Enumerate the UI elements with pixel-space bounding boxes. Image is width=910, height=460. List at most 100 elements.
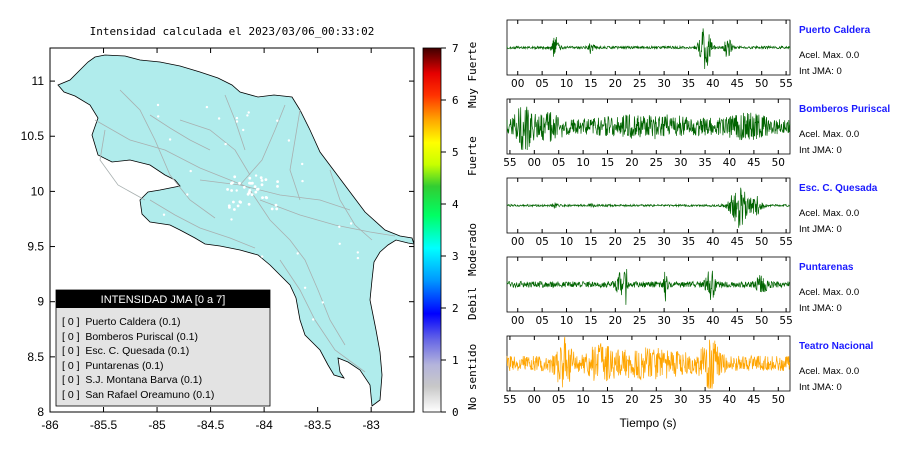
- station-jma: Int JMA: 0: [799, 303, 842, 314]
- town-marker: [246, 114, 249, 117]
- waveform-tick-label: 25: [633, 78, 646, 90]
- colorbar-tick-label: 5: [452, 146, 459, 159]
- town-marker: [140, 280, 144, 283]
- waveform-tick-label: 30: [657, 78, 670, 90]
- town-marker: [336, 162, 339, 165]
- colorbar-gradient: [422, 47, 442, 413]
- station-jma: Int JMA: 0: [799, 145, 842, 156]
- waveform-tick-label: 15: [584, 78, 597, 90]
- road: [199, 179, 351, 211]
- road: [259, 199, 396, 237]
- town-marker: [233, 208, 236, 211]
- waveform-tick-label: 05: [535, 78, 548, 90]
- waveform-tick-label: 30: [674, 394, 687, 406]
- town-marker: [301, 179, 304, 183]
- intensity-legend: INTENSIDAD JMA [0 a 7] [ 0 ] Puerto Cald…: [55, 289, 271, 407]
- road: [94, 119, 251, 189]
- map-y-tick-label: 9: [37, 295, 44, 309]
- waveform-trace: [506, 336, 791, 389]
- waveform-panel: 00 05 10 15 20 25 30 35 40 45 50 55 Puntarenas Acel. …: [506, 256, 859, 327]
- waveform-tick-label: 00: [528, 157, 541, 169]
- town-marker: [270, 207, 274, 211]
- station-jma: Int JMA: 0: [799, 224, 842, 235]
- waveform-panels: 00 05 10 15 20 25 30 35 40 45 50 55 Puerto Caldera Ac…: [503, 19, 890, 406]
- town-marker: [264, 196, 268, 199]
- waveform-tick-label: 00: [511, 315, 524, 327]
- waveform-tick-label: 15: [584, 236, 597, 248]
- town-marker: [287, 139, 291, 142]
- waveform-tick-label: 15: [601, 394, 614, 406]
- waveform-tick-label: 40: [723, 394, 736, 406]
- town-marker: [276, 185, 279, 188]
- town-markers: [140, 103, 360, 334]
- town-marker: [260, 255, 264, 258]
- road: [99, 129, 146, 201]
- town-marker: [233, 175, 237, 179]
- waveform-tick-label: 30: [657, 315, 670, 327]
- town-marker: [254, 190, 258, 194]
- waveform-tick-label: 05: [552, 394, 565, 406]
- town-marker: [250, 193, 254, 197]
- colorbar-label-fuerte: Fuerte: [466, 136, 479, 176]
- map-x-tick-label: -85: [148, 418, 166, 432]
- town-marker: [254, 174, 258, 177]
- waveform-tick-label: 20: [625, 394, 638, 406]
- town-marker: [259, 176, 263, 180]
- costa-rica-land: [57, 54, 414, 407]
- waveform-tick-label: 50: [755, 78, 768, 90]
- colorbar-tick-label: 1: [452, 354, 459, 367]
- map-title: Intensidad calculada el 2023/03/06_00:33…: [90, 25, 375, 38]
- town-marker: [168, 138, 172, 141]
- waveform-tick-label: 50: [772, 157, 785, 169]
- waveform-tick-label: 15: [584, 315, 597, 327]
- town-marker: [275, 207, 279, 211]
- legend-item-2: [ 0 ] Esc. C. Quesada (0.1): [62, 345, 189, 357]
- legend-item-3: [ 0 ] Puntarenas (0.1): [62, 360, 164, 372]
- map-y-tick-label: 11: [32, 74, 45, 88]
- waveform-tick-label: 30: [657, 236, 670, 248]
- waveform-panel: 00 05 10 15 20 25 30 35 40 45 50 55 Esc. C. Quesada A…: [506, 177, 878, 248]
- town-marker: [232, 200, 235, 204]
- waveform-tick-label: 35: [698, 394, 711, 406]
- town-marker: [321, 301, 324, 304]
- waveform-tick-label: 35: [682, 315, 695, 327]
- waveform-tick-label: 10: [560, 78, 573, 90]
- waveform-trace: [506, 268, 791, 305]
- waveform-tick-label: 55: [503, 394, 516, 406]
- station-jma: Int JMA: 0: [799, 382, 842, 393]
- waveform-trace: [506, 187, 791, 228]
- town-marker: [338, 242, 341, 245]
- town-marker: [276, 180, 279, 184]
- waveform-tick-label: 35: [682, 78, 695, 90]
- town-marker: [242, 185, 246, 189]
- station-name: Esc. C. Quesada: [799, 183, 878, 194]
- waveform-tick-label: 40: [706, 78, 719, 90]
- map-y-tick-label: 10.5: [21, 129, 45, 143]
- waveform-tick-label: 50: [755, 236, 768, 248]
- legend-item-5: [ 0 ] San Rafael Oreamuno (0.1): [62, 389, 214, 401]
- waveform-panel: 55 00 05 10 15 20 25 30 35 40 45 50 Bomberos Purisca…: [503, 98, 890, 169]
- town-marker: [356, 256, 360, 260]
- waveform-trace: [506, 28, 791, 70]
- town-marker: [231, 181, 234, 185]
- town-marker: [303, 286, 307, 289]
- town-marker: [150, 187, 153, 190]
- colorbar-ticks: 0 1 2 3 4 5 6 7: [441, 42, 459, 419]
- town-marker: [190, 276, 193, 279]
- colorbar-tick-label: 6: [452, 94, 459, 107]
- road: [249, 189, 346, 346]
- town-marker: [260, 179, 264, 182]
- waveform-tick-label: 30: [674, 157, 687, 169]
- waveform-tick-label: 05: [552, 157, 565, 169]
- town-marker: [205, 105, 209, 109]
- legend-box: [55, 289, 271, 407]
- colorbar-label-debil: Debil: [466, 287, 479, 320]
- town-marker: [301, 162, 304, 166]
- waveform-tick-label: 55: [779, 236, 792, 248]
- colorbar-label-muy-fuerte: Muy Fuerte: [466, 42, 479, 108]
- town-marker: [235, 116, 239, 120]
- colorbar-label-moderado: Moderado: [466, 223, 479, 276]
- town-marker: [249, 181, 253, 185]
- map-axes: -86 -85.5 -85 -84.5 -84 -83.5 -83 8 8.5 9 9.5 10 10.…: [21, 48, 414, 432]
